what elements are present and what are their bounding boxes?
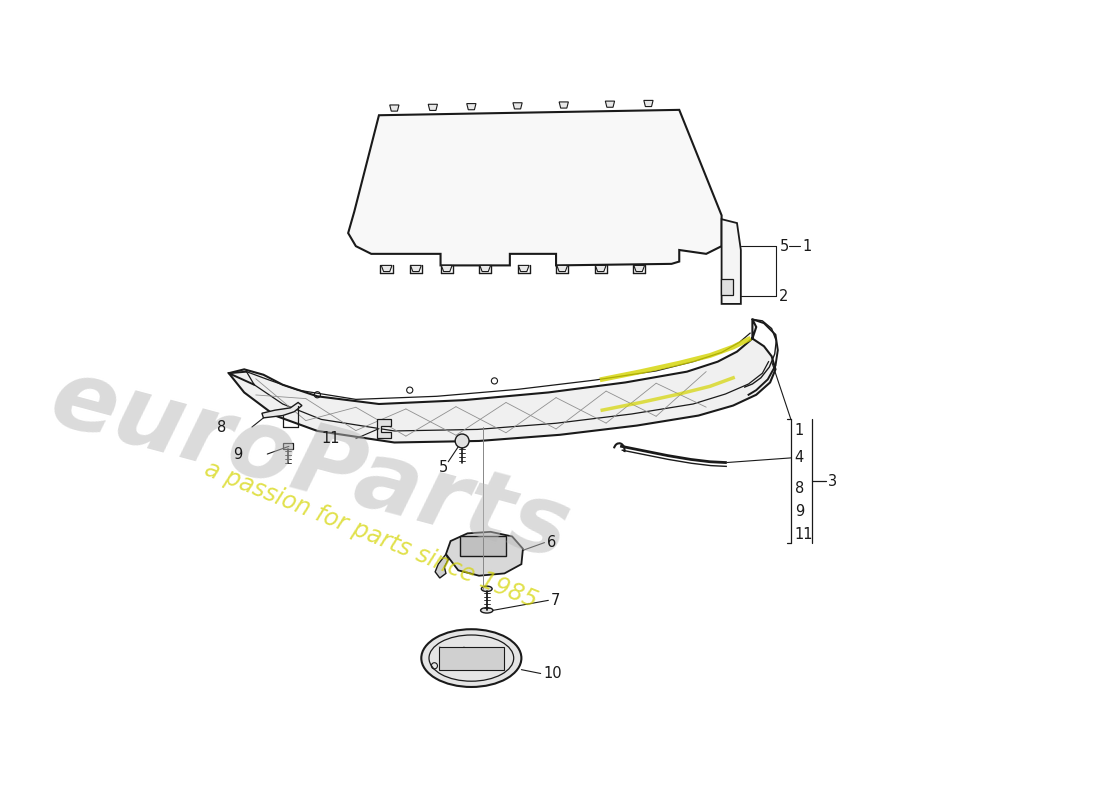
Text: 5: 5 <box>439 461 449 475</box>
Polygon shape <box>284 443 293 450</box>
Polygon shape <box>376 419 390 438</box>
Text: 7: 7 <box>551 593 560 608</box>
Ellipse shape <box>490 546 495 554</box>
Polygon shape <box>518 266 529 271</box>
Circle shape <box>455 434 469 448</box>
Polygon shape <box>513 102 522 109</box>
Text: 11: 11 <box>321 431 340 446</box>
Polygon shape <box>634 266 645 271</box>
Polygon shape <box>229 319 776 442</box>
Text: 9: 9 <box>794 504 804 519</box>
Text: 11: 11 <box>794 527 813 542</box>
Circle shape <box>723 283 730 291</box>
Circle shape <box>726 286 728 289</box>
Polygon shape <box>436 554 449 578</box>
Text: 9: 9 <box>233 446 242 462</box>
Polygon shape <box>382 266 392 271</box>
Ellipse shape <box>421 630 521 687</box>
Polygon shape <box>439 646 504 670</box>
Ellipse shape <box>468 542 480 558</box>
Text: a passion for parts since 1985: a passion for parts since 1985 <box>201 457 541 613</box>
Text: euroParts: euroParts <box>40 352 580 579</box>
Polygon shape <box>557 266 568 271</box>
Polygon shape <box>410 266 421 271</box>
Polygon shape <box>559 102 569 108</box>
Text: 1: 1 <box>794 423 804 438</box>
Polygon shape <box>722 219 741 304</box>
Ellipse shape <box>471 546 476 554</box>
Text: 8: 8 <box>218 419 227 434</box>
Polygon shape <box>466 103 476 110</box>
Polygon shape <box>480 266 491 271</box>
Polygon shape <box>446 532 522 576</box>
Text: 10: 10 <box>543 666 562 681</box>
Text: 6: 6 <box>547 535 557 550</box>
Ellipse shape <box>481 608 493 613</box>
Text: 1: 1 <box>803 238 812 254</box>
Polygon shape <box>262 402 301 418</box>
Polygon shape <box>441 266 452 271</box>
Text: 5: 5 <box>779 238 789 254</box>
Text: 2: 2 <box>779 289 789 304</box>
Ellipse shape <box>486 542 498 558</box>
Polygon shape <box>460 537 506 557</box>
Text: 8: 8 <box>794 481 804 496</box>
Polygon shape <box>389 105 399 111</box>
Polygon shape <box>348 110 722 266</box>
Text: 4: 4 <box>794 450 804 466</box>
Polygon shape <box>644 101 653 106</box>
Text: 3: 3 <box>828 474 837 489</box>
Ellipse shape <box>482 586 492 591</box>
Polygon shape <box>595 266 606 271</box>
Polygon shape <box>720 279 733 294</box>
Polygon shape <box>428 104 438 110</box>
Polygon shape <box>605 101 615 107</box>
